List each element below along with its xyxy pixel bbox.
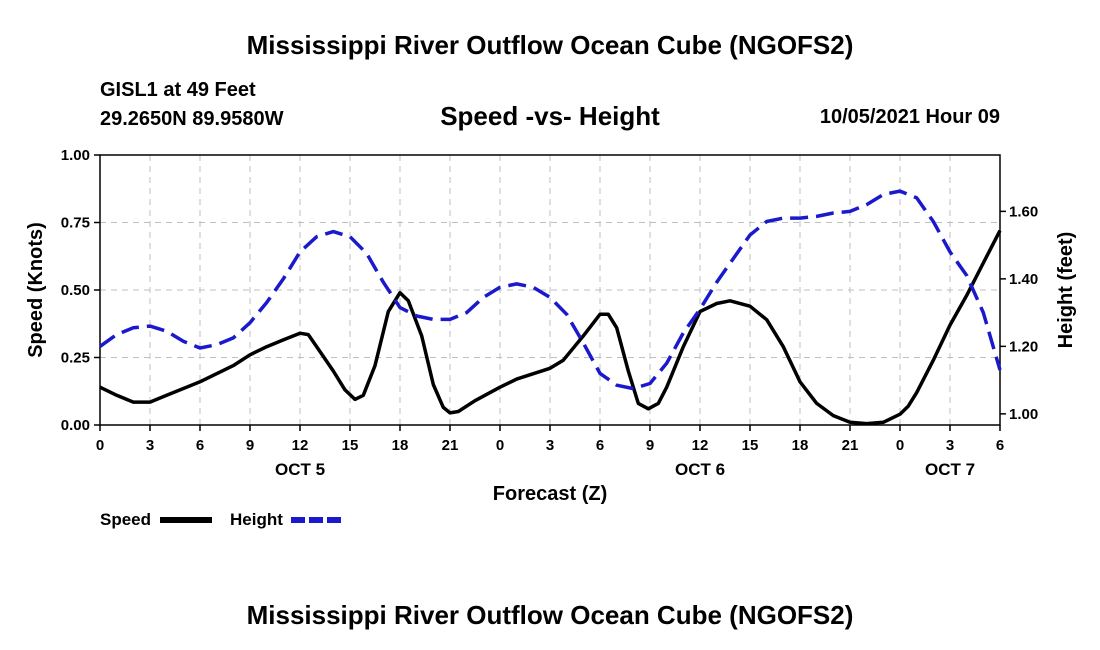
x-tick-label: 12 [692,437,709,454]
legend-speed-label: Speed [100,510,151,529]
x-date-label: OCT 5 [275,460,325,479]
right-y-tick-label: 1.00 [1009,406,1038,423]
right-y-tick-label: 1.40 [1009,271,1038,288]
axis-layer: 0 3 6 9 12 15 18 21 0 3 6 9 12 15 18 21 0 3 6 OCT 5 OCT 6 OCT… [61,147,1038,479]
x-tick-label: 0 [96,437,104,454]
right-y-tick-label: 1.60 [1009,203,1038,220]
left-y-tick-label: 1.00 [61,147,90,164]
right-y-tick-label: 1.20 [1009,338,1038,355]
x-tick-label: 6 [196,437,204,454]
x-tick-label: 3 [946,437,954,454]
x-tick-label: 18 [792,437,809,454]
x-tick-label: 15 [742,437,759,454]
x-tick-label: 21 [442,437,459,454]
left-y-tick-label: 0.50 [61,282,90,299]
x-tick-label: 3 [146,437,154,454]
chart-subtitle: Speed -vs- Height [440,101,660,131]
legend-height-label: Height [230,510,283,529]
left-y-tick-label: 0.25 [61,350,90,367]
height-series-line [98,189,1002,391]
forecast-timestamp: 10/05/2021 Hour 09 [819,106,1000,128]
x-tick-label: 0 [496,437,504,454]
x-tick-label: 0 [896,437,904,454]
x-tick-label: 12 [292,437,309,454]
left-y-tick-label: 0.00 [61,417,90,434]
chart-header-title: Mississippi River Outflow Ocean Cube (NG… [246,30,854,60]
legend: Speed Height [100,510,343,529]
x-tick-label: 18 [392,437,409,454]
x-tick-label: 21 [842,437,859,454]
station-info: GISL1 at 49 Feet 29.2650N 89.9580W [100,76,283,134]
right-y-axis-title: Height (feet) [1055,232,1077,349]
x-date-label: OCT 7 [925,460,975,479]
chart-footer-title: Mississippi River Outflow Ocean Cube (NG… [246,600,854,630]
left-y-tick-label: 0.75 [61,215,90,232]
x-tick-label: 9 [246,437,254,454]
x-axis-title: Forecast (Z) [493,483,607,505]
speed-series-line [99,229,1002,426]
station-coords: 29.2650N 89.9580W [100,108,284,130]
grid-layer [100,155,1000,425]
x-tick-label: 6 [996,437,1004,454]
x-date-label: OCT 6 [675,460,725,479]
x-tick-label: 9 [646,437,654,454]
x-tick-label: 3 [546,437,554,454]
left-y-axis-title: Speed (Knots) [25,222,47,358]
x-tick-label: 15 [342,437,359,454]
x-tick-label: 6 [596,437,604,454]
series-layer [98,189,1002,426]
station-name: GISL1 at 49 Feet [100,79,256,101]
